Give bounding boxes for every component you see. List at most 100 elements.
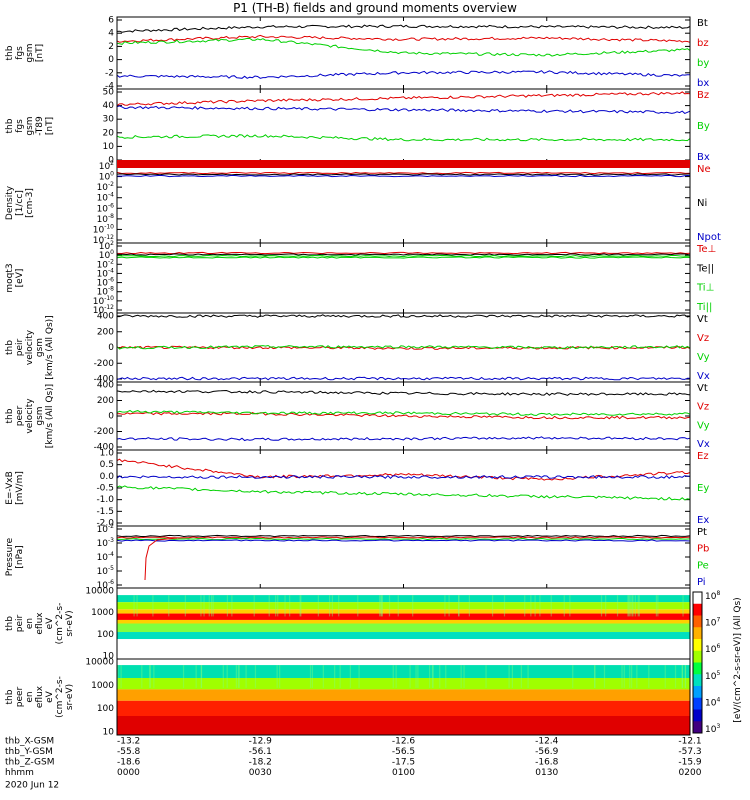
y-axis-label: (cm^2-s-	[55, 676, 65, 718]
series-line-Pi	[116, 539, 691, 542]
y-axis-label: peir	[15, 338, 25, 356]
colorbar-segment	[693, 662, 702, 675]
heatmap-band	[117, 602, 690, 610]
y-tick-label: 400	[97, 312, 114, 322]
legend-Vx: Vx	[697, 371, 710, 382]
y-tick-label: 10-3	[97, 537, 115, 549]
footer-value: -57.3	[678, 747, 701, 757]
heatmap-speckle	[317, 595, 319, 617]
heatmap-speckle	[463, 665, 465, 688]
heatmap-speckle	[432, 665, 434, 688]
y-tick-label: 2	[108, 42, 114, 52]
heatmap-band	[117, 716, 690, 735]
heatmap-speckle	[439, 665, 441, 688]
legend-by: by	[697, 58, 709, 69]
colorbar-segment	[693, 697, 702, 710]
heatmap-speckle	[397, 595, 399, 617]
heatmap-speckle	[200, 595, 202, 617]
series-line-by	[116, 37, 691, 57]
series-line-Vz	[116, 411, 691, 420]
heatmap-speckle	[381, 595, 383, 617]
colorbar-tick-label: 107	[705, 616, 720, 628]
y-tick-label: 10-10	[93, 223, 114, 235]
heatmap-speckle	[338, 595, 340, 617]
heatmap-speckle	[511, 665, 514, 688]
y-tick-label: 4	[108, 29, 114, 39]
y-axis-label: moqt3	[5, 263, 15, 292]
y-axis-label: eV	[45, 690, 55, 703]
colorbar-segment	[693, 709, 702, 722]
heatmap-speckle	[631, 665, 633, 688]
footer-value: -12.4	[535, 737, 559, 747]
colorbar-segment	[693, 615, 702, 628]
y-axis-label: Pressure	[5, 537, 15, 576]
heatmap-speckle	[458, 595, 460, 617]
heatmap-speckle	[508, 665, 510, 688]
heatmap-speckle	[503, 595, 506, 617]
heatmap-speckle	[628, 595, 630, 617]
series-line-Pb	[116, 536, 691, 539]
heatmap-band	[117, 639, 690, 659]
series-line-Te||	[117, 253, 691, 256]
legend-Vy: Vy	[697, 420, 710, 431]
heatmap-speckle	[409, 665, 411, 688]
y-tick-label: 10-2	[97, 258, 115, 270]
heatmap-speckle	[358, 665, 360, 688]
legend-bz: bz	[697, 38, 709, 49]
y-axis-label: [nT]	[45, 117, 55, 135]
y-tick-label: 0.0	[100, 472, 115, 482]
legend-Ti||: Ti||	[696, 302, 712, 313]
heatmap-speckle	[357, 595, 359, 617]
heatmap-speckle	[254, 665, 257, 688]
heatmap-speckle	[527, 665, 529, 688]
y-tick-label: -1.0	[96, 495, 114, 505]
y-tick-label: 50	[103, 88, 115, 98]
y-axis-label: velocity	[25, 398, 35, 434]
y-axis-label: [km/s (All Qs)]	[45, 384, 55, 448]
orbit-footer: thb_X-GSM -13.2 -12.9 -12.6 -12.4 -12.1 thb_Y-…	[5, 737, 702, 791]
heatmap-speckle	[412, 595, 414, 617]
heatmap-speckle	[268, 595, 270, 617]
y-axis-label: [nT]	[35, 44, 45, 62]
heatmap-speckle	[681, 665, 684, 688]
heatmap-speckle	[152, 595, 154, 617]
footer-value: -12.1	[678, 737, 701, 747]
heatmap-speckle	[279, 665, 281, 688]
footer-value: -12.9	[249, 737, 273, 747]
heatmap-speckle	[550, 595, 552, 617]
heatmap-speckle	[491, 595, 494, 617]
y-tick-label: 200	[97, 396, 114, 406]
footer-value: -18.6	[117, 758, 141, 768]
heatmap-speckle	[245, 665, 247, 688]
legend-Ez: Ez	[697, 451, 709, 462]
heatmap-speckle	[674, 665, 677, 688]
series-line-Ex	[116, 474, 691, 480]
heatmap-band	[117, 595, 690, 603]
series-line-Vy	[116, 409, 691, 417]
heatmap-speckle	[392, 665, 394, 688]
heatmap-speckle	[388, 595, 391, 617]
legend-Ex: Ex	[697, 515, 709, 526]
y-axis-label: eV	[45, 617, 55, 630]
heatmap-speckle	[637, 595, 639, 617]
heatmap-speckle	[638, 595, 640, 617]
panel-6: thb peer velocity gsm [km/s (All Qs)] 400 200 0…	[5, 381, 710, 453]
y-tick-label: 10-2	[97, 181, 115, 193]
footer-value: -56.9	[535, 747, 559, 757]
colorbar-tick-label: 103	[705, 723, 720, 735]
heatmap-band	[117, 619, 690, 624]
heatmap-speckle	[379, 595, 381, 617]
panel-3: Density [1/cc] [cm-3]10210010-210-410-610-…	[5, 160, 721, 246]
panel-5: thb peir velocity gsm [km/s (All Qs)] 400 200 0…	[5, 312, 710, 385]
heatmap-speckle	[417, 665, 419, 688]
series-line-Ti||	[116, 256, 691, 259]
y-tick-label: 10-2	[97, 523, 115, 535]
heatmap-speckle	[682, 595, 684, 617]
heatmap-speckle	[309, 665, 312, 688]
heatmap-band	[117, 609, 690, 614]
y-tick-label: 0	[108, 55, 114, 65]
heatmap-speckle	[195, 665, 197, 688]
y-axis-label: sr-eV)	[65, 610, 75, 636]
series-line-Ni	[116, 173, 691, 176]
legend-Bz: Bz	[697, 90, 709, 101]
